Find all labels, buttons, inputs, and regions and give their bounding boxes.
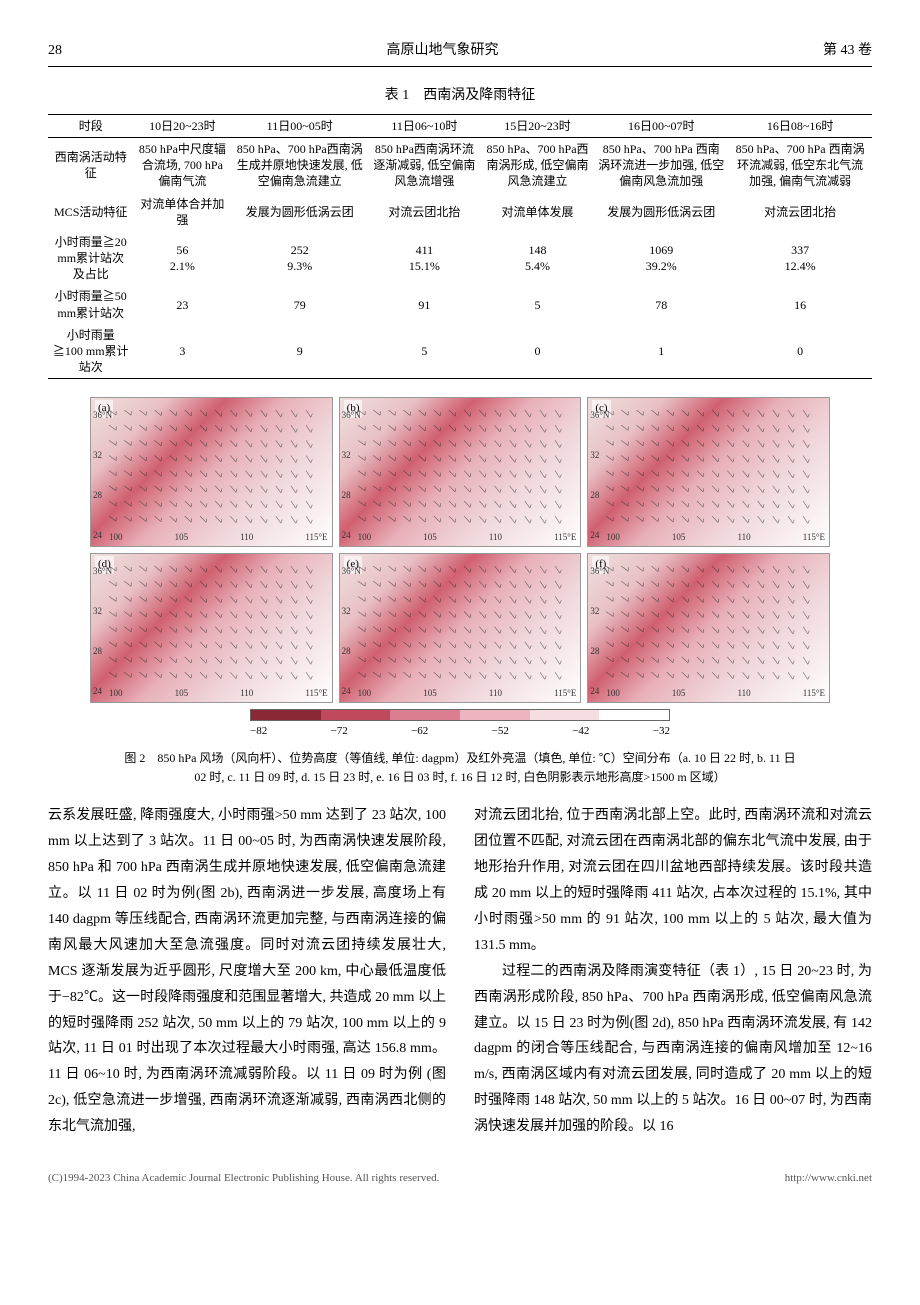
table-cell: 252 9.3% [231,231,368,286]
table-cell: 对流云团北抬 [728,193,872,231]
colorbar-value: −62 [411,723,428,741]
colorbar-value: −32 [653,723,670,741]
colorbar-segment [251,710,321,720]
col-header: 11日00~05时 [231,114,368,137]
colorbar-value: −72 [331,723,348,741]
caption-line: 图 2 850 hPa 风场（风向杆）、位势高度（等值线, 单位: dagpm）… [124,751,795,765]
col-header: 16日00~07时 [594,114,728,137]
table-cell: 78 [594,285,728,323]
page-header: 28 高原山地气象研究 第 43 卷 [48,40,872,67]
table-row: 小时雨量≧50 mm累计站次23799157816 [48,285,872,323]
wind-vectors [606,410,823,540]
wind-vectors [358,566,575,696]
table-cell: 0 [728,324,872,379]
chart-panel: (e)36°N322824100105110115°E [339,553,582,703]
table-cell: 对流单体发展 [481,193,594,231]
table-cell: 850 hPa、700 hPa 西南涡环流进一步加强, 低空偏南风急流加强 [594,137,728,192]
caption-line: 02 时, c. 11 日 09 时, d. 15 日 23 时, e. 16 … [194,770,725,784]
table-cell: 小时雨量≧20 mm累计站次及占比 [48,231,133,286]
table-cell: 850 hPa、700 hPa 西南涡环流减弱, 低空东北气流加强, 偏南气流减… [728,137,872,192]
wind-vectors [109,566,326,696]
chart-panel: (c)36°N322824100105110115°E [587,397,830,547]
colorbar-value: −82 [250,723,267,741]
table-cell: 850 hPa、700 hPa西南涡形成, 低空偏南风急流建立 [481,137,594,192]
body-paragraph: 对流云团北抬, 位于西南涡北部上空。此时, 西南涡环流和对流云团位置不匹配, 对… [474,803,872,958]
body-text: 云系发展旺盛, 降雨强度大, 小时雨强>50 mm 达到了 23 站次, 100… [48,803,872,1140]
chart-panel: (b)36°N322824100105110115°E [339,397,582,547]
table-cell: 411 15.1% [368,231,481,286]
colorbar-segment [530,710,600,720]
table-row: MCS活动特征对流单体合并加强发展为圆形低涡云团对流云团北抬对流单体发展发展为圆… [48,193,872,231]
table-row: 小时雨量≧20 mm累计站次及占比56 2.1%252 9.3%411 15.1… [48,231,872,286]
table-caption: 表 1 西南涡及降雨特征 [48,85,872,107]
table-cell: 5 [368,324,481,379]
table-row: 西南涡活动特征850 hPa中尺度辐合流场, 700 hPa偏南气流850 hP… [48,137,872,192]
data-table: 时段 10日20~23时 11日00~05时 11日06~10时 15日20~2… [48,114,872,380]
table-cell: 850 hPa中尺度辐合流场, 700 hPa偏南气流 [133,137,231,192]
table-cell: 850 hPa西南涡环流逐渐减弱, 低空偏南风急流增强 [368,137,481,192]
table-cell: 148 5.4% [481,231,594,286]
table-cell: 5 [481,285,594,323]
table-cell: 79 [231,285,368,323]
wind-vectors [606,566,823,696]
table-cell: 9 [231,324,368,379]
table-cell: 337 12.4% [728,231,872,286]
table-cell: 0 [481,324,594,379]
table-cell: 56 2.1% [133,231,231,286]
colorbar-row [90,709,830,721]
body-paragraph: 云系发展旺盛, 降雨强度大, 小时雨强>50 mm 达到了 23 站次, 100… [48,803,446,1140]
figure-block: (a)36°N322824100105110115°E(b)36°N322824… [90,397,830,741]
volume-label: 第 43 卷 [823,40,872,62]
colorbar-segment [390,710,460,720]
col-header: 时段 [48,114,133,137]
col-header: 11日06~10时 [368,114,481,137]
col-header: 16日08~16时 [728,114,872,137]
wind-vectors [358,410,575,540]
table-cell: 小时雨量≧50 mm累计站次 [48,285,133,323]
table-cell: 对流云团北抬 [368,193,481,231]
colorbar [250,709,670,721]
table-cell: 1069 39.2% [594,231,728,286]
colorbar-value: −52 [492,723,509,741]
page-footer: (C)1994-2023 China Academic Journal Elec… [0,1160,920,1198]
colorbar-labels: −82 −72 −62 −52 −42 −32 [250,723,670,741]
table-cell: 23 [133,285,231,323]
table-row: 小时雨量≧100 mm累计站次395010 [48,324,872,379]
table-cell: 850 hPa、700 hPa西南涡生成并原地快速发展, 低空偏南急流建立 [231,137,368,192]
col-header: 10日20~23时 [133,114,231,137]
wind-vectors [109,410,326,540]
table-cell: 16 [728,285,872,323]
table-cell: 发展为圆形低涡云团 [231,193,368,231]
chart-panel: (a)36°N322824100105110115°E [90,397,333,547]
table-header-row: 时段 10日20~23时 11日00~05时 11日06~10时 15日20~2… [48,114,872,137]
table-cell: 小时雨量≧100 mm累计站次 [48,324,133,379]
table-cell: 西南涡活动特征 [48,137,133,192]
chart-panel: (d)36°N322824100105110115°E [90,553,333,703]
journal-title: 高原山地气象研究 [387,40,499,62]
page-number: 28 [48,40,62,62]
copyright-text: (C)1994-2023 China Academic Journal Elec… [48,1170,439,1188]
chart-panel: (f)36°N322824100105110115°E [587,553,830,703]
footer-url: http://www.cnki.net [785,1170,872,1188]
table-cell: MCS活动特征 [48,193,133,231]
table-cell: 3 [133,324,231,379]
colorbar-segment [599,710,669,720]
figure-caption: 图 2 850 hPa 风场（风向杆）、位势高度（等值线, 单位: dagpm）… [48,749,872,787]
col-header: 15日20~23时 [481,114,594,137]
table-cell: 对流单体合并加强 [133,193,231,231]
table-cell: 1 [594,324,728,379]
colorbar-segment [321,710,391,720]
colorbar-segment [460,710,530,720]
table-cell: 发展为圆形低涡云团 [594,193,728,231]
colorbar-value: −42 [572,723,589,741]
table-cell: 91 [368,285,481,323]
body-paragraph: 过程二的西南涡及降雨演变特征（表 1）, 15 日 20~23 时, 为西南涡形… [474,959,872,1140]
